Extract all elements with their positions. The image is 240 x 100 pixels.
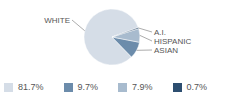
html-text:0.7%: 0.7%	[186, 82, 208, 92]
svg-text:ASIAN: ASIAN	[154, 46, 178, 55]
svg-text:WHITE: WHITE	[44, 16, 70, 25]
svg-text:A.I.: A.I.	[154, 28, 166, 37]
html-text:9.7%: 9.7%	[77, 82, 98, 92]
svg-text:HISPANIC: HISPANIC	[154, 37, 191, 46]
html-text:7.9%: 7.9%	[132, 82, 153, 92]
html-text:81.7%: 81.7%	[18, 82, 44, 92]
